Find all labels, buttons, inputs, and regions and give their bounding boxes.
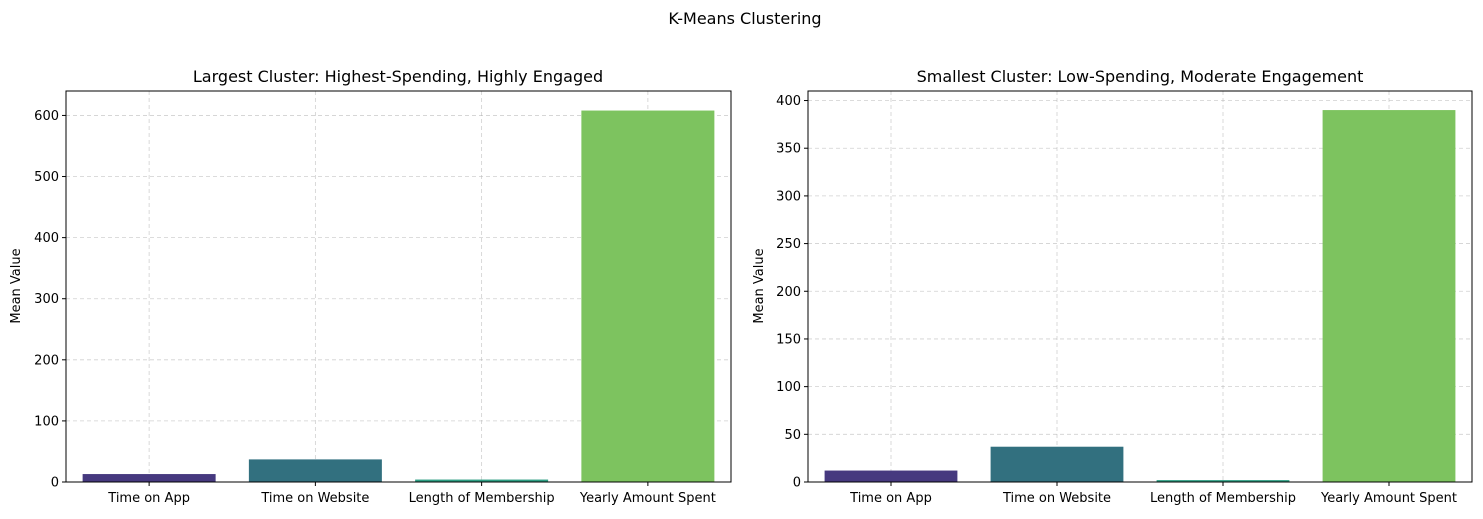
axes-frame bbox=[65, 90, 732, 483]
x-tick-label: Length of Membership bbox=[1150, 491, 1296, 506]
y-tick-label: 100 bbox=[34, 414, 59, 429]
y-tick-label: 500 bbox=[34, 170, 59, 185]
bar-2 bbox=[248, 459, 382, 482]
bar-3 bbox=[1156, 480, 1290, 482]
chart-title-left: Largest Cluster: Highest-Spending, Highl… bbox=[193, 67, 603, 86]
y-tick-label: 300 bbox=[776, 189, 801, 204]
y-tick-label: 100 bbox=[776, 380, 801, 395]
y-tick-label: 200 bbox=[776, 285, 801, 300]
bar-2 bbox=[990, 446, 1124, 482]
y-tick-label: 350 bbox=[776, 142, 801, 157]
y-tick-label: 50 bbox=[784, 428, 801, 443]
y-tick-label: 400 bbox=[34, 231, 59, 246]
y-tick-label: 0 bbox=[793, 476, 801, 491]
plot-area-left: 0 100 200 300 400 500 600 Time on App Time on We… bbox=[34, 90, 732, 506]
x-tick-label: Yearly Amount Spent bbox=[1320, 491, 1457, 506]
bar-1 bbox=[82, 474, 216, 482]
y-tick-label: 0 bbox=[51, 476, 59, 491]
y-tick-label: 600 bbox=[34, 109, 59, 124]
figure-suptitle: K-Means Clustering bbox=[668, 9, 821, 28]
bar-3 bbox=[415, 479, 549, 482]
bar-1 bbox=[824, 470, 958, 482]
y-tick-label: 300 bbox=[34, 292, 59, 307]
axes-frame bbox=[807, 90, 1473, 483]
x-tick-label: Length of Membership bbox=[409, 491, 555, 506]
plot-area-right: 0 50 100 150 200 250 300 350 400 Time on App Time … bbox=[776, 90, 1473, 506]
chart-title-right: Smallest Cluster: Low-Spending, Moderate… bbox=[917, 67, 1364, 86]
y-axis-label-right: Mean Value bbox=[752, 248, 767, 323]
y-tick-label: 150 bbox=[776, 332, 801, 347]
y-tick-label: 200 bbox=[34, 353, 59, 368]
y-tick-label: 400 bbox=[776, 94, 801, 109]
x-tick-label: Time on Website bbox=[1002, 491, 1111, 506]
y-axis-label-left: Mean Value bbox=[9, 248, 24, 323]
x-tick-label: Yearly Amount Spent bbox=[579, 491, 716, 506]
bar-4 bbox=[1322, 110, 1456, 482]
bar-4 bbox=[581, 110, 715, 483]
x-tick-label: Time on App bbox=[849, 491, 932, 506]
chart-panel-right: Smallest Cluster: Low-Spending, Moderate… bbox=[752, 67, 1473, 506]
x-tick-label: Time on Website bbox=[260, 491, 369, 506]
chart-panel-left: Largest Cluster: Highest-Spending, Highl… bbox=[9, 67, 732, 506]
y-tick-label: 250 bbox=[776, 237, 801, 252]
x-tick-label: Time on App bbox=[107, 491, 190, 506]
